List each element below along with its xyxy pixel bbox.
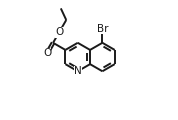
Text: N: N — [74, 66, 82, 76]
Text: Br: Br — [97, 24, 108, 33]
Text: O: O — [55, 27, 63, 37]
Text: O: O — [43, 48, 51, 58]
